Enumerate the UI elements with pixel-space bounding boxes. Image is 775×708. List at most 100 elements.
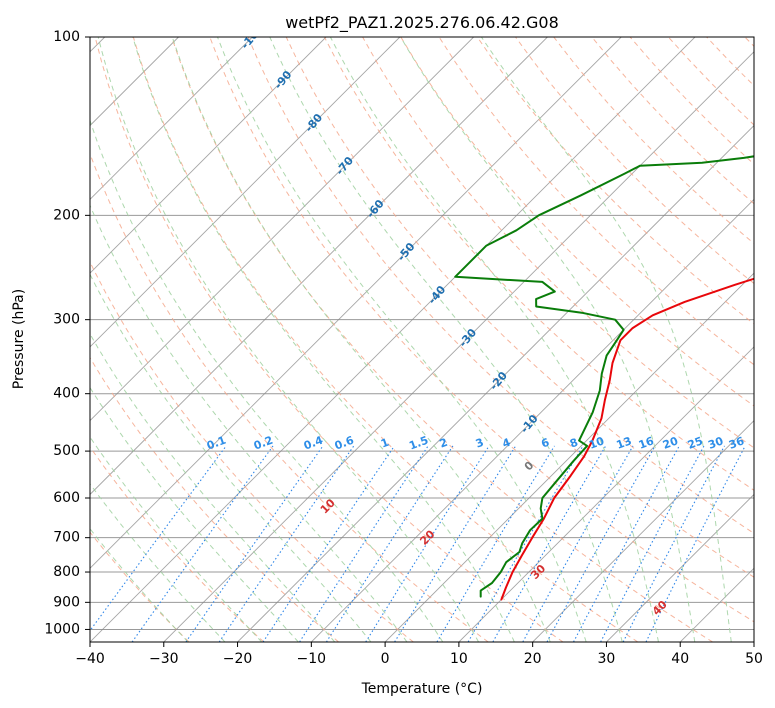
isotherm-line [90,37,401,348]
isotherm-line [163,51,754,642]
dry-adiabat-line [247,37,754,578]
moist-adiabat-line [90,332,336,642]
mixing-ratio-label: 6 [539,436,551,451]
dry-adiabat-line [90,356,339,642]
isotherm-line [90,37,253,200]
x-tick-label: 20 [524,651,542,667]
y-tick-label: 400 [53,386,80,402]
plot-frame [89,36,755,643]
dry-adiabat-line [90,446,265,642]
moist-adiabat-line [90,204,408,642]
moist-adiabat-line [480,37,732,642]
mixing-ratio-label: 8 [568,436,580,451]
chart-title: wetPf2_PAZ1.2025.276.06.42.G08 [285,13,559,33]
mixing-ratio-line [299,445,429,642]
x-tick-label: −40 [75,651,105,667]
moist-adiabat-line [90,527,189,642]
moist-adiabat-line [269,37,623,642]
moist-adiabat-line [132,37,515,642]
moist-adiabat-line [90,436,263,642]
dry-adiabat-line [629,37,754,165]
mixing-ratio-label: 36 [727,434,746,452]
dry-adiabat-line [90,531,190,642]
temperature-trace [500,277,754,601]
mixing-ratio-label: 10 [587,434,606,452]
mixing-ratio-label: 0.1 [205,434,228,453]
isotherm-line [532,420,754,642]
mixing-ratio-label: 20 [661,434,680,452]
moist-adiabat-line [90,386,299,642]
dry-adiabat-line [362,37,754,449]
moist-adiabat-line [400,37,696,642]
mixing-ratio-line [522,445,634,642]
dry-adiabat-line [553,37,754,245]
dry-adiabat-label: 30 [528,562,548,582]
y-tick-label: 300 [53,312,80,328]
x-tick-label: −20 [223,651,253,667]
mixing-ratio-line [394,445,517,642]
mixing-ratio-line [436,445,555,642]
x-tick-label: 50 [745,651,763,667]
axis-ticks: −40 −30 −20 −10 0 10 20 30 40 5010020030040050060… [44,29,763,667]
y-tick-label: 800 [53,564,80,580]
mixing-ratio-label: 2 [438,436,450,451]
isotherm-line [90,37,696,642]
mixing-ratio-line [185,445,324,642]
mixing-ratio-line [622,445,725,642]
mixing-ratio-label: 25 [686,434,705,451]
mixing-ratio-line [262,445,395,642]
dry-adiabat-line [90,152,489,642]
dry-adiabat-line [400,37,754,407]
mixing-ratio-label: 0.2 [252,434,275,453]
isotherm-line [90,37,548,496]
x-tick-label: −10 [297,651,327,667]
isotherm-line [679,567,754,642]
dry-adiabat-line [90,260,414,642]
dry-adiabat-line [94,37,564,642]
dry-adiabat-line [132,37,639,642]
x-tick-label: 40 [671,651,689,667]
isotherm-line [90,37,327,274]
y-tick-label: 600 [53,490,80,506]
x-tick-label: −30 [149,651,179,667]
dry-adiabat-line [515,37,754,285]
mixing-ratio-label: 13 [615,434,634,451]
mixing-ratio-line [90,445,227,632]
moist-adiabat-line [171,37,551,642]
dry-adiabat-line [476,37,754,325]
dry-adiabat-line [591,37,754,205]
x-tick-label: 10 [450,651,468,667]
isotherm-line [606,493,754,642]
mixing-ratio-label: 30 [706,434,725,452]
mixing-ratio-line [325,445,454,642]
dry-adiabat-line [438,37,754,366]
mixing-ratio-line [131,445,274,642]
mixing-ratio-line [467,445,584,642]
isotherm-line [753,641,754,642]
mixing-ratio-line [365,445,490,642]
moist-adiabat-line [90,118,444,642]
isotherm-line [384,272,754,642]
x-axis-label: Temperature (°C) [361,681,483,697]
mixing-ratio-label: 0.6 [333,434,356,453]
mixing-ratio-line [645,445,746,642]
isotherm-line [90,37,474,422]
mixing-ratio-label: 1.5 [407,434,430,453]
y-tick-label: 700 [53,530,80,546]
dry-adiabat-line [706,37,754,87]
isotherm-line [90,37,622,569]
isotherm-line [237,124,754,642]
dry-adiabat-line [209,37,754,623]
dewpoint-trace [454,155,754,598]
dry-adiabat-line [744,37,754,47]
isotherm-line [458,346,754,642]
mixing-ratio-label: 3 [474,436,486,451]
mixing-ratio-label: 1 [379,436,391,451]
mixing-ratio-line [218,445,355,642]
mixing-ratio-label: 4 [501,436,513,451]
y-tick-label: 500 [53,443,80,459]
dry-adiabat-label: 20 [417,527,437,547]
dry-adiabat-line [171,37,713,642]
y-tick-label: 1000 [44,621,80,637]
